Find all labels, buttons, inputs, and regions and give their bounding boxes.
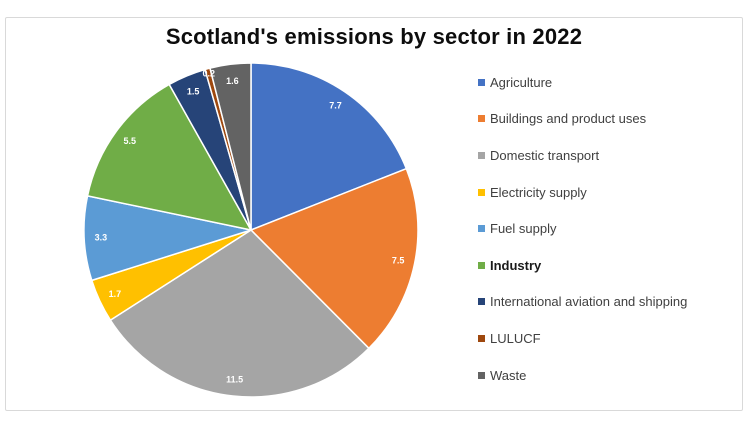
legend-label: Domestic transport (490, 147, 600, 163)
legend-label: Industry (490, 257, 542, 273)
legend-item-buildings-and-product-uses: Buildings and product uses (478, 101, 687, 138)
data-label-fuel-supply: 3.3 (95, 233, 108, 243)
legend-item-agriculture: Agriculture (478, 64, 687, 101)
legend-swatch-icon (478, 188, 485, 196)
legend-item-lulucf: LULUCF (478, 320, 687, 357)
data-label-domestic-transport: 11.5 (226, 374, 243, 384)
legend-label: Agriculture (490, 74, 553, 90)
legend-label: Waste (490, 367, 527, 383)
pie-slice-agriculture (250, 62, 408, 231)
legend-item-industry: Industry (478, 247, 687, 284)
data-label-international-aviation-and-shipping: 1.5 (187, 86, 200, 96)
legend-label: International aviation and shipping (490, 294, 688, 310)
legend-swatch-icon (478, 261, 485, 269)
legend-swatch-icon (478, 151, 485, 159)
legend-item-waste: Waste (478, 357, 687, 394)
legend-swatch-icon (478, 115, 485, 123)
legend-swatch-icon (478, 334, 485, 342)
pie-slice-domestic-transport (109, 229, 370, 398)
pie-slice-industry (86, 83, 252, 231)
data-label-industry: 5.5 (123, 136, 136, 146)
legend-swatch-icon (478, 298, 485, 306)
legend-label: Electricity supply (490, 184, 587, 200)
legend-label: Buildings and product uses (490, 111, 647, 127)
legend-item-fuel-supply: Fuel supply (478, 210, 687, 247)
chart-title: Scotland's emissions by sector in 2022 (165, 24, 583, 49)
legend-item-domestic-transport: Domestic transport (478, 137, 687, 174)
legend-label: LULUCF (490, 330, 541, 346)
data-label-waste: 1.6 (226, 76, 239, 86)
legend-swatch-icon (478, 78, 485, 86)
legend-item-electricity-supply: Electricity supply (478, 174, 687, 211)
legend-swatch-icon (478, 371, 485, 379)
pie-slice-buildings-and-product-uses (250, 167, 419, 350)
data-label-buildings-and-product-uses: 7.5 (392, 256, 405, 266)
legend-swatch-icon (478, 225, 485, 233)
data-label-lulucf: 0.2 (203, 69, 216, 79)
pie-slice-waste (209, 62, 252, 231)
data-label-electricity-supply: 1.7 (109, 289, 122, 299)
legend-label: Fuel supply (490, 221, 557, 237)
chart-legend: Agriculture Buildings and product uses Dom… (478, 64, 687, 393)
legend-item-international-aviation-and-shipping: International aviation and shipping (478, 284, 687, 321)
data-label-agriculture: 7.7 (329, 101, 342, 111)
